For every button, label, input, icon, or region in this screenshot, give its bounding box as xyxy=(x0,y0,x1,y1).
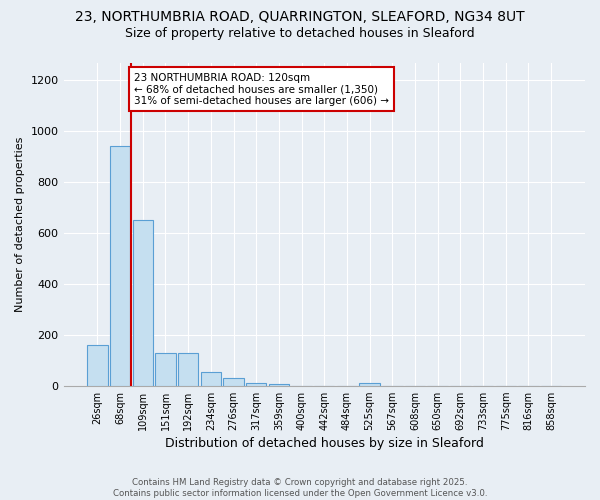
Bar xyxy=(87,345,107,386)
Bar xyxy=(133,220,153,386)
Bar xyxy=(269,384,289,386)
Bar xyxy=(246,382,266,386)
Bar xyxy=(359,382,380,386)
Bar xyxy=(178,352,199,386)
Y-axis label: Number of detached properties: Number of detached properties xyxy=(15,136,25,312)
Bar xyxy=(223,378,244,386)
Bar xyxy=(110,146,130,386)
Text: Contains HM Land Registry data © Crown copyright and database right 2025.
Contai: Contains HM Land Registry data © Crown c… xyxy=(113,478,487,498)
Text: 23, NORTHUMBRIA ROAD, QUARRINGTON, SLEAFORD, NG34 8UT: 23, NORTHUMBRIA ROAD, QUARRINGTON, SLEAF… xyxy=(75,10,525,24)
Text: 23 NORTHUMBRIA ROAD: 120sqm
← 68% of detached houses are smaller (1,350)
31% of : 23 NORTHUMBRIA ROAD: 120sqm ← 68% of det… xyxy=(134,72,389,106)
Bar xyxy=(155,352,176,386)
Bar xyxy=(200,372,221,386)
Text: Size of property relative to detached houses in Sleaford: Size of property relative to detached ho… xyxy=(125,28,475,40)
X-axis label: Distribution of detached houses by size in Sleaford: Distribution of detached houses by size … xyxy=(165,437,484,450)
